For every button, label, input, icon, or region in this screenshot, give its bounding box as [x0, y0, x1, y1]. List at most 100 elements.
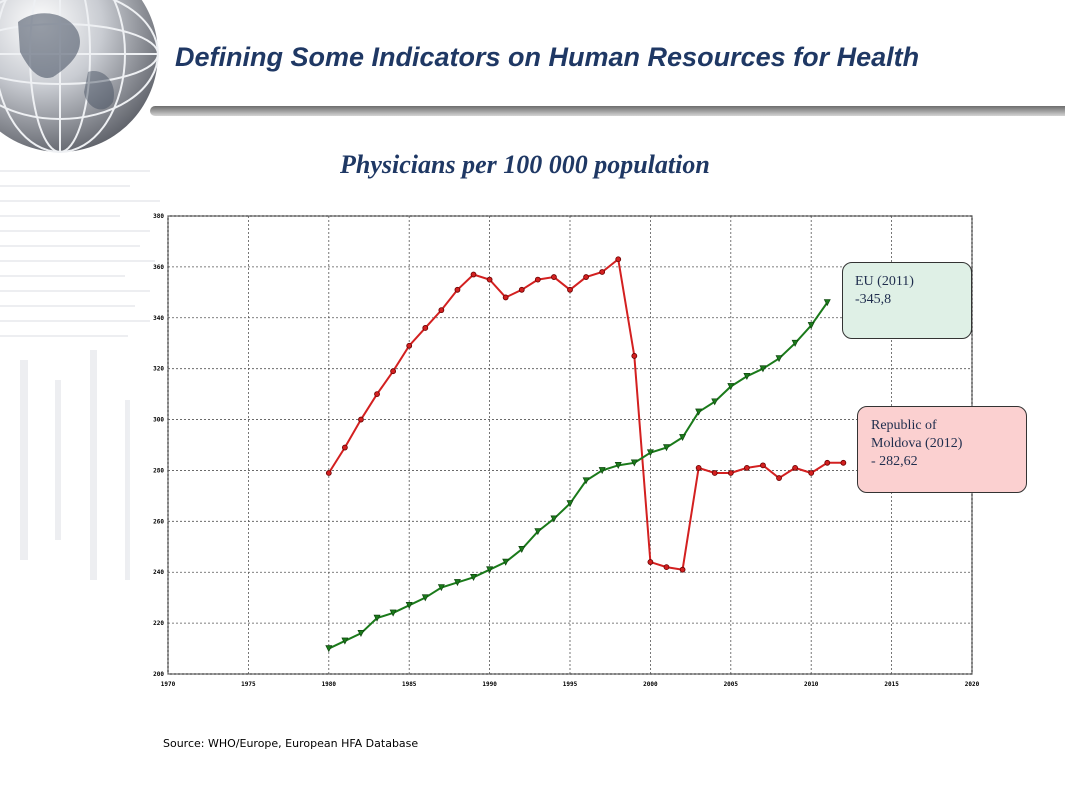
- data-point: [679, 434, 687, 442]
- y-tick-label: 200: [153, 671, 164, 678]
- y-tick-label: 380: [153, 213, 164, 220]
- data-point: [823, 299, 831, 307]
- data-point: [840, 459, 847, 466]
- data-point: [743, 373, 751, 380]
- data-point: [808, 470, 815, 476]
- data-point: [760, 462, 766, 469]
- y-tick-label: 360: [153, 264, 164, 271]
- globe-icon: [0, 0, 159, 153]
- tick-labels: 1970 1975 1980 1985 1990 1995 2000 2005 2010 2015…: [153, 213, 979, 688]
- y-tick-label: 220: [153, 620, 164, 627]
- data-point: [759, 365, 767, 373]
- data-point: [421, 594, 429, 602]
- y-tick-label: 240: [153, 569, 164, 576]
- data-point: [727, 470, 734, 476]
- data-point: [824, 459, 831, 466]
- series-markers: [325, 256, 847, 653]
- x-tick-label: 1970: [161, 681, 176, 688]
- data-point: [373, 614, 381, 622]
- x-tick-label: 2005: [724, 681, 739, 688]
- source-note: Source: WHO/Europe, European HFA Databas…: [163, 737, 419, 750]
- data-point: [599, 269, 606, 275]
- x-tick-label: 1975: [241, 681, 256, 688]
- data-point: [775, 355, 783, 363]
- data-point: [662, 444, 670, 452]
- data-point: [454, 286, 461, 293]
- data-point: [776, 475, 782, 481]
- y-tick-label: 340: [153, 315, 164, 322]
- data-point: [630, 459, 638, 467]
- chart-title: Physicians per 100 000 population: [340, 150, 710, 179]
- data-point: [534, 276, 541, 283]
- y-tick-label: 280: [153, 467, 164, 474]
- data-point: [486, 276, 493, 283]
- data-point: [325, 645, 333, 653]
- data-point: [711, 470, 718, 476]
- data-point: [358, 416, 364, 423]
- data-point: [807, 322, 815, 330]
- data-point: [631, 353, 638, 359]
- moldova-callout: Republic of Moldova (2012) - 282,62: [857, 406, 1027, 493]
- x-tick-label: 1980: [322, 681, 337, 688]
- data-point: [647, 559, 654, 565]
- data-point: [663, 564, 670, 571]
- data-point: [453, 579, 461, 587]
- data-point: [679, 566, 686, 573]
- x-tick-label: 2010: [804, 681, 819, 688]
- data-point: [502, 294, 509, 301]
- moldova-callout-line3: - 282,62: [871, 454, 918, 469]
- data-point: [502, 558, 510, 566]
- data-point: [341, 637, 349, 645]
- data-point: [566, 500, 574, 508]
- data-point: [711, 398, 719, 406]
- data-point: [406, 342, 413, 349]
- data-point: [583, 274, 589, 280]
- x-tick-label: 1990: [482, 681, 497, 688]
- data-point: [518, 546, 526, 553]
- data-point: [614, 462, 622, 470]
- data-point: [374, 391, 380, 398]
- y-tick-label: 320: [153, 366, 164, 373]
- data-point: [551, 274, 557, 280]
- series-line-1: [328, 301, 829, 650]
- data-point: [727, 383, 735, 391]
- data-point: [438, 307, 445, 314]
- y-tick-label: 300: [153, 417, 164, 424]
- data-point: [534, 528, 542, 536]
- eu-callout-line2: -345,8: [855, 292, 892, 307]
- data-point: [389, 609, 397, 617]
- data-point: [390, 368, 397, 375]
- y-tick-label: 260: [153, 518, 164, 525]
- data-point: [341, 444, 348, 451]
- data-point: [792, 464, 799, 471]
- data-point: [695, 464, 702, 471]
- moldova-callout-line1: Republic of: [871, 418, 937, 433]
- data-point: [695, 408, 703, 416]
- data-point: [422, 325, 429, 331]
- x-tick-label: 2015: [884, 681, 899, 688]
- data-point: [615, 256, 622, 263]
- data-point: [470, 574, 478, 581]
- x-tick-label: 2000: [643, 681, 658, 688]
- data-point: [437, 584, 445, 592]
- x-tick-label: 1995: [563, 681, 578, 688]
- eu-callout-line1: EU (2011): [855, 274, 914, 289]
- x-tick-label: 2020: [965, 681, 980, 688]
- eu-callout: EU (2011) -345,8: [842, 262, 972, 339]
- data-point: [791, 339, 799, 347]
- data-point: [470, 271, 477, 278]
- data-point: [582, 477, 590, 485]
- data-point: [743, 464, 750, 471]
- data-point: [550, 515, 558, 523]
- title-underline-bar: [150, 106, 1065, 116]
- page-title: Defining Some Indicators on Human Resour…: [175, 42, 920, 72]
- data-point: [325, 470, 332, 476]
- data-point: [598, 467, 606, 475]
- data-point: [567, 286, 573, 293]
- data-point: [357, 629, 365, 637]
- x-tick-label: 1985: [402, 681, 417, 688]
- data-point: [518, 286, 525, 293]
- data-point: [486, 566, 494, 574]
